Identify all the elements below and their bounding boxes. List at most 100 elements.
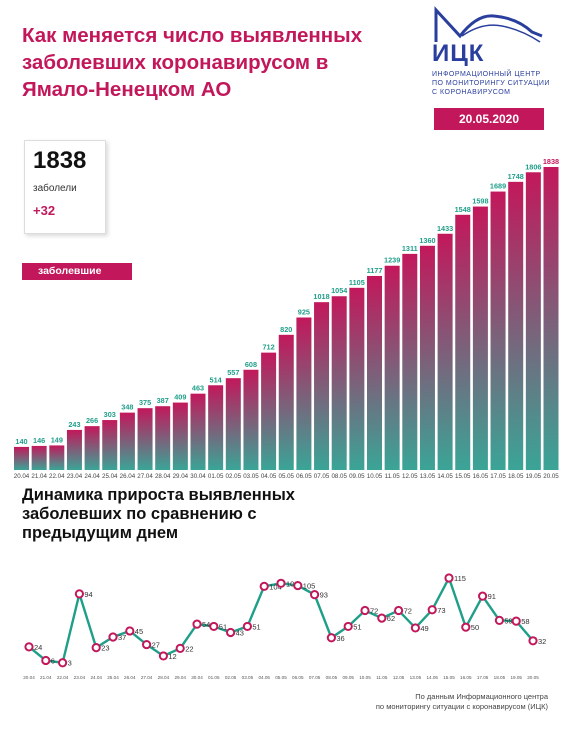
x-tick-label: 20.05 [527,675,539,680]
x-tick-label: 04.05 [261,473,277,480]
bar-value-label: 1239 [384,256,400,265]
x-tick-label: 07.05 [309,675,321,680]
point-value-label: 51 [252,622,260,631]
x-tick-label: 11.05 [376,675,388,680]
point-value-label: 45 [135,627,143,636]
point-value-label: 94 [84,590,92,599]
data-point [242,621,252,632]
bar [508,181,524,470]
bar-value-label: 387 [157,396,169,405]
data-point [326,633,336,643]
data-point [360,605,370,616]
bar [490,191,506,470]
data-point [394,605,404,616]
x-tick-label: 15.05 [443,675,455,680]
bar-value-label: 140 [15,437,27,446]
bar-value-label: 1311 [402,244,418,253]
point-value-label: 3 [68,659,72,668]
x-tick-label: 17.05 [477,675,489,680]
x-tick-label: 18.05 [494,675,506,680]
x-tick-label: 12.05 [402,473,418,480]
x-tick-label: 17.05 [490,473,506,480]
x-tick-label: 23.04 [74,675,86,680]
x-tick-label: 01.05 [208,675,220,680]
point-value-label: 50 [471,623,479,632]
bar [31,445,47,470]
x-tick-label: 26.04 [124,675,136,680]
bar [402,253,418,470]
bar-value-label: 1177 [367,266,383,275]
x-tick-label: 09.05 [349,473,365,480]
x-tick-label: 16.05 [473,473,489,480]
data-point [158,651,168,661]
point-value-label: 93 [320,591,328,600]
bar-value-label: 608 [245,360,257,369]
bar [66,429,82,470]
x-tick-label: 27.04 [141,675,153,680]
data-point [108,632,118,642]
logo-name: ИЦК [432,40,485,67]
x-tick-label: 24.04 [90,675,102,680]
x-tick-label: 09.05 [342,675,354,680]
x-tick-label: 20.05 [543,473,559,480]
legend-label: заболевшие [22,263,132,280]
x-tick-label: 04.05 [258,675,270,680]
bar [349,287,365,470]
point-value-label: 51 [219,622,227,631]
x-tick-label: 03.05 [243,473,259,480]
bar [437,233,453,470]
x-tick-label: 23.04 [67,473,83,480]
data-point [494,615,504,625]
logo-subtitle: ИНФОРМАЦИОННЫЙ ЦЕНТР ПО МОНИТОРИНГУ СИТУ… [432,71,550,96]
x-tick-label: 07.05 [314,473,330,480]
logo: ИЦК ИНФОРМАЦИОННЫЙ ЦЕНТР ПО МОНИТОРИНГУ … [432,6,557,97]
bar [243,369,259,470]
data-point [209,621,219,632]
x-tick-label: 22.04 [49,473,65,480]
point-value-label: 49 [420,624,428,633]
bar-value-label: 146 [33,436,45,445]
page-title: Как меняется число выявленных заболевших… [22,24,363,101]
x-tick-label: 05.05 [279,473,295,480]
x-tick-label: 30.04 [190,473,206,480]
bar [172,402,188,470]
bar-value-label: 1360 [419,236,435,245]
point-value-label: 54 [202,620,210,629]
point-value-label: 115 [454,574,466,583]
x-tick-label: 25.04 [107,675,119,680]
bar [14,446,29,470]
bar [419,245,435,470]
bar [119,412,135,470]
x-tick-label: 19.05 [510,675,522,680]
x-tick-label: 13.05 [420,473,436,480]
bar [155,406,171,470]
data-point [142,639,152,650]
x-tick-label: 24.04 [84,473,100,480]
data-point [528,636,538,646]
x-tick-label: 28.04 [158,675,170,680]
bar [137,408,153,470]
bar [102,420,118,470]
bar-value-label: 1748 [508,172,524,181]
x-tick-label: 06.05 [292,675,304,680]
data-point [192,619,202,629]
bar-value-label: 303 [104,410,116,419]
x-tick-label: 21.04 [40,675,52,680]
point-value-label: 73 [437,606,445,615]
bar [278,334,294,470]
point-value-label: 24 [34,643,42,652]
wave-logo-icon [434,6,543,43]
x-tick-label: 26.04 [120,473,136,480]
data-point [444,573,454,583]
x-tick-label: 10.05 [367,473,383,480]
x-tick-label: 13.05 [410,675,422,680]
data-point [91,643,101,653]
bar [472,206,488,470]
x-tick-label: 21.04 [31,473,47,480]
x-tick-label: 14.05 [437,473,453,480]
line-chart: 24 20.04 6 21.04 3 22.04 94 23.04 23 24.04 37 25.04… [23,573,546,680]
x-tick-label: 20.04 [23,675,35,680]
point-value-label: 62 [387,614,395,623]
point-value-label: 72 [370,607,378,616]
line-chart-title: Динамика прироста выявленных заболевших … [22,486,295,542]
